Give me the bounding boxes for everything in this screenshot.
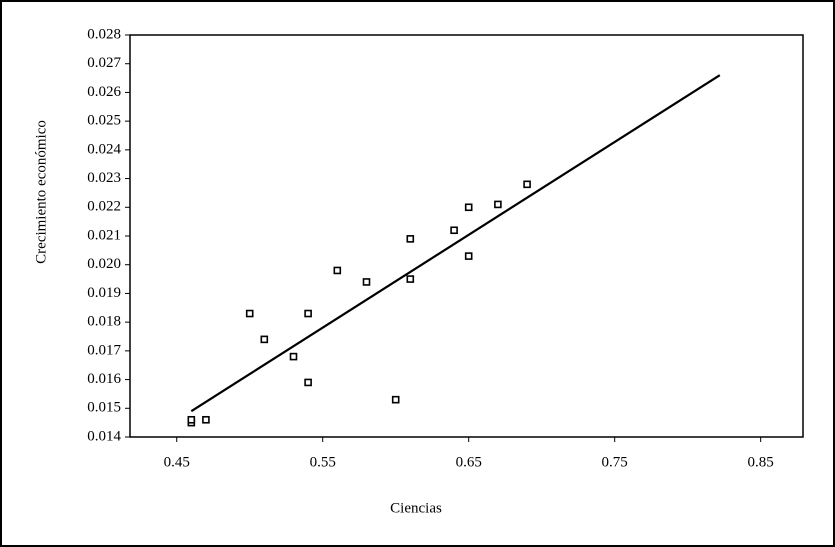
x-tick-label: 0.45 bbox=[164, 454, 190, 470]
x-axis-title: Ciencias bbox=[390, 500, 442, 516]
data-point bbox=[391, 395, 400, 404]
y-tick-label: 0.026 bbox=[87, 84, 121, 100]
data-point bbox=[406, 275, 415, 283]
y-tick-label: 0.021 bbox=[87, 227, 121, 243]
y-tick-label: 0.016 bbox=[87, 371, 121, 387]
y-axis-title: Crecimiento económico bbox=[33, 120, 49, 264]
x-tick-label: 0.85 bbox=[748, 454, 774, 470]
data-point bbox=[362, 278, 371, 286]
y-tick-label: 0.014 bbox=[87, 428, 121, 444]
data-point bbox=[333, 266, 342, 275]
y-tick-label: 0.028 bbox=[87, 26, 121, 42]
trend-line bbox=[190, 74, 721, 413]
y-tick-label: 0.019 bbox=[87, 285, 121, 301]
x-tick-label: 0.65 bbox=[456, 454, 482, 470]
y-tick-label: 0.015 bbox=[87, 400, 121, 416]
data-point bbox=[494, 200, 502, 209]
data-point bbox=[260, 335, 269, 344]
y-tick-label: 0.027 bbox=[87, 55, 121, 71]
data-point bbox=[202, 415, 210, 424]
data-point bbox=[304, 309, 312, 318]
data-point bbox=[187, 415, 196, 424]
y-tick-label: 0.018 bbox=[87, 314, 121, 330]
data-point bbox=[245, 309, 254, 318]
data-point bbox=[464, 252, 473, 260]
x-tick-label: 0.55 bbox=[310, 454, 336, 470]
data-point bbox=[523, 180, 531, 189]
data-point bbox=[289, 352, 298, 361]
y-tick-label: 0.022 bbox=[87, 199, 121, 215]
y-tick-label: 0.023 bbox=[87, 170, 121, 186]
y-tick-label: 0.020 bbox=[87, 256, 121, 272]
y-tick-label: 0.017 bbox=[87, 342, 121, 358]
y-tick-label: 0.025 bbox=[87, 113, 121, 129]
x-tick-label: 0.75 bbox=[602, 454, 628, 470]
data-point bbox=[464, 203, 473, 212]
data-point bbox=[304, 378, 312, 387]
data-point bbox=[406, 235, 415, 243]
y-tick-label: 0.024 bbox=[87, 141, 121, 157]
data-point bbox=[450, 226, 458, 235]
